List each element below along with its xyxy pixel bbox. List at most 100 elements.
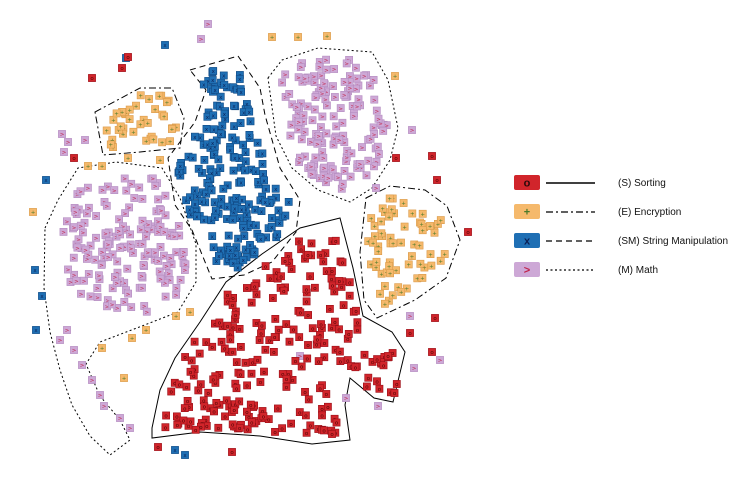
svg-text:>: >: [142, 304, 147, 310]
point-math-258: >: [108, 300, 116, 309]
point-string-586: x: [209, 67, 218, 75]
point-math-67: >: [346, 172, 355, 181]
svg-text:>: >: [131, 251, 136, 257]
point-string-616: x: [229, 259, 238, 267]
point-math-121: >: [295, 153, 304, 162]
svg-text:>: >: [106, 185, 111, 191]
point-math-129: >: [370, 95, 379, 104]
point-sorting-844: o: [317, 320, 325, 328]
svg-text:>: >: [287, 92, 292, 98]
point-string-622: x: [208, 232, 217, 240]
point-sorting-860: o: [301, 387, 309, 396]
point-sorting-872: o: [291, 356, 300, 365]
point-sorting-885: o: [303, 251, 312, 259]
svg-text:+: +: [410, 254, 415, 260]
point-string-662: x: [231, 153, 239, 162]
svg-text:>: >: [313, 156, 318, 162]
svg-text:>: >: [144, 235, 149, 241]
legend-marker-string: x: [524, 236, 531, 248]
point-string-625: x: [216, 164, 225, 172]
point-sorting-915: o: [235, 397, 244, 406]
legend-marker-math: >: [524, 265, 530, 277]
svg-text:+: +: [420, 228, 425, 234]
svg-text:>: >: [122, 245, 127, 251]
point-sorting-888: o: [335, 277, 344, 285]
point-encryption-370: +: [136, 91, 145, 100]
svg-text:>: >: [78, 190, 83, 196]
point-encryption-381: +: [404, 260, 413, 269]
svg-text:>: >: [375, 145, 380, 151]
svg-text:>: >: [72, 348, 77, 354]
svg-text:+: +: [399, 241, 404, 247]
point-sorting-783: o: [273, 404, 282, 413]
svg-text:+: +: [170, 127, 175, 133]
svg-text:>: >: [332, 137, 337, 143]
point-string-609: x: [260, 176, 268, 185]
point-string-655: x: [190, 186, 199, 195]
svg-text:>: >: [315, 142, 320, 148]
svg-text:>: >: [319, 125, 324, 131]
point-math-295: >: [120, 297, 129, 306]
svg-text:>: >: [354, 77, 359, 83]
point-math-203: >: [83, 209, 91, 218]
point-math-100: >: [292, 103, 301, 111]
point-sorting-703: o: [297, 245, 305, 253]
point-math-134: >: [351, 63, 360, 72]
legend-entry-string: x (SM) String Manipulation: [514, 233, 728, 248]
point-encryption-433: +: [407, 252, 416, 260]
svg-text:>: >: [339, 187, 344, 193]
svg-text:+: +: [438, 218, 443, 224]
svg-text:+: +: [394, 268, 399, 274]
point-sorting-730: o: [269, 347, 278, 356]
svg-text:+: +: [118, 125, 123, 131]
svg-text:+: +: [108, 143, 113, 149]
svg-text:>: >: [309, 164, 314, 170]
point-string-631: x: [214, 155, 223, 164]
svg-text:>: >: [72, 225, 77, 231]
point-sorting-929: o: [428, 152, 436, 160]
svg-text:>: >: [66, 268, 71, 274]
point-math-283: >: [62, 217, 71, 226]
svg-text:>: >: [302, 77, 307, 83]
svg-text:>: >: [180, 254, 185, 260]
point-sorting-736: o: [302, 297, 311, 306]
svg-text:>: >: [156, 198, 161, 204]
point-math-98: >: [335, 136, 344, 144]
point-sorting-875: o: [221, 412, 229, 421]
point-string-531: x: [241, 148, 250, 156]
point-sorting-835: o: [187, 356, 196, 365]
svg-text:>: >: [90, 378, 95, 384]
point-sorting-870: o: [180, 404, 189, 412]
point-string-535: x: [219, 184, 228, 193]
point-math-130: >: [307, 162, 315, 170]
point-string-581: x: [230, 204, 239, 213]
point-encryption-420: +: [440, 250, 449, 258]
svg-text:>: >: [123, 211, 128, 217]
svg-text:+: +: [366, 239, 371, 245]
point-encryption-443: +: [156, 156, 164, 164]
point-math-327: >: [78, 361, 86, 369]
point-sorting-889: o: [302, 285, 311, 293]
point-sorting-811: o: [325, 304, 334, 313]
point-string-637: x: [256, 234, 265, 243]
point-encryption-362: +: [112, 109, 121, 118]
svg-text:>: >: [110, 286, 115, 292]
point-math-66: >: [369, 76, 378, 84]
point-encryption-371: +: [155, 91, 164, 100]
point-math-271: >: [148, 174, 157, 183]
svg-text:>: >: [337, 138, 342, 144]
svg-text:>: >: [121, 224, 126, 230]
point-math-301: >: [162, 261, 171, 270]
point-math-125: >: [330, 65, 338, 73]
point-string-663: x: [216, 129, 225, 138]
point-string-627: x: [235, 75, 244, 83]
point-math-225: >: [136, 225, 145, 234]
svg-text:>: >: [163, 194, 168, 200]
point-string-648: x: [208, 76, 217, 84]
point-math-143: >: [340, 78, 349, 86]
point-sorting-902: o: [384, 352, 392, 360]
point-string-604: x: [284, 198, 293, 206]
svg-text:>: >: [320, 150, 325, 156]
point-math-317: >: [58, 130, 66, 138]
point-sorting-904: o: [373, 355, 381, 363]
